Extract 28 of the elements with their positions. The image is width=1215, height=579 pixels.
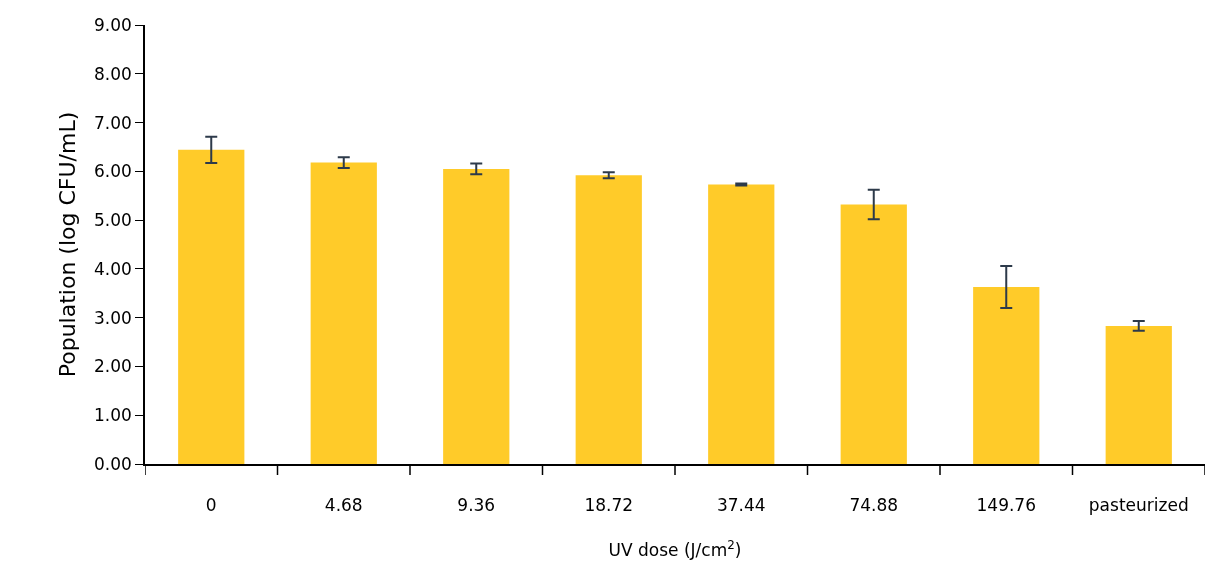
x-tick-label: 18.72 <box>584 495 634 516</box>
bar <box>178 149 245 464</box>
y-tick-label: 5.00 <box>93 210 132 231</box>
x-tick-label: 37.44 <box>716 495 766 516</box>
y-axis-title: Population (log CFU/mL) <box>55 111 81 378</box>
x-tick-label: 4.68 <box>324 495 363 516</box>
x-tick-label: 74.88 <box>849 495 899 516</box>
bar <box>973 286 1040 464</box>
y-tick-label: 1.00 <box>93 405 132 426</box>
y-tick-label: 2.00 <box>93 356 132 377</box>
y-tick-label: 3.00 <box>93 307 132 328</box>
x-tick-label: pasteurized <box>1088 495 1189 516</box>
bar <box>840 204 907 464</box>
y-tick-label: 7.00 <box>93 112 132 133</box>
x-tick-label: 9.36 <box>457 495 496 516</box>
bar <box>443 168 510 464</box>
x-tick-label: 149.76 <box>976 495 1036 516</box>
bar <box>575 175 642 464</box>
y-tick-label: 0.00 <box>93 453 132 474</box>
x-axis-title: UV dose (J/cm$^{2}$) <box>608 537 742 561</box>
bar <box>1105 325 1172 464</box>
y-tick-label: 9.00 <box>93 14 132 35</box>
bar <box>708 184 775 464</box>
x-tick-label: 0 <box>205 495 217 516</box>
bar <box>310 162 377 464</box>
y-tick-label: 8.00 <box>93 63 132 84</box>
y-tick-label: 4.00 <box>93 258 132 279</box>
y-tick-label: 6.00 <box>93 161 132 182</box>
